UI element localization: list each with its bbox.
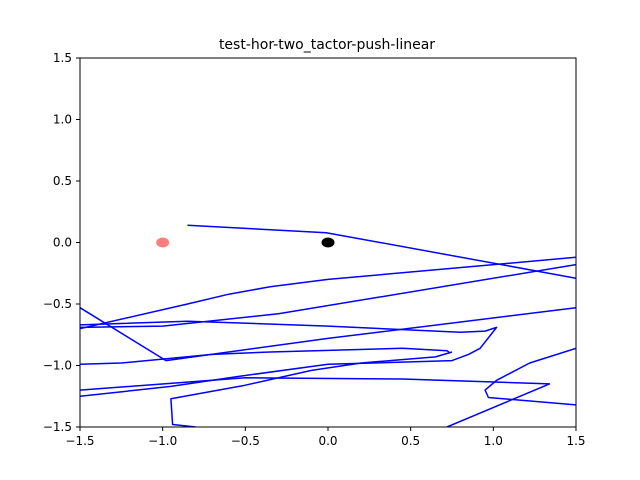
trajectory-line-segment-6 xyxy=(80,377,551,427)
trajectory-line-segment-1 xyxy=(80,256,576,330)
trajectory-line-segment-2 xyxy=(80,263,576,329)
x-tick-label: 1.5 xyxy=(566,434,585,448)
trajectory-line-segment-8 xyxy=(170,351,453,427)
y-tick-label: 0.5 xyxy=(53,174,72,188)
x-tick-label: 0.5 xyxy=(401,434,420,448)
y-tick-label: −1.5 xyxy=(43,420,72,434)
target-point-marker xyxy=(156,237,170,248)
x-tick-label: −1.0 xyxy=(148,434,177,448)
trajectory-line-segment-5 xyxy=(80,347,451,366)
y-tick-label: 1.0 xyxy=(53,113,72,127)
y-tick-label: −1.0 xyxy=(43,359,72,373)
trajectory-line-segment-3 xyxy=(80,306,576,362)
y-tick-label: 0.0 xyxy=(53,236,72,250)
x-tick-label: −0.5 xyxy=(231,434,260,448)
x-axis: −1.5 −1.0 −0.5 0.0 0.5 1.0 1.5 xyxy=(65,427,586,448)
chart-title: test-hor-two_tactor-push-linear xyxy=(219,37,435,53)
y-axis: 1.5 1.0 0.5 0.0 −0.5 −1.0 −1.5 xyxy=(43,51,80,434)
trajectory-line-segment-0 xyxy=(187,224,576,279)
x-tick-label: −1.5 xyxy=(65,434,94,448)
y-tick-label: 1.5 xyxy=(53,51,72,65)
origin-point-marker xyxy=(321,237,335,248)
trajectory-line-segment-4 xyxy=(80,320,498,398)
x-tick-label: 1.0 xyxy=(484,434,503,448)
x-tick-label: 0.0 xyxy=(318,434,337,448)
trajectory-line-segment-7 xyxy=(484,347,576,406)
y-tick-label: −0.5 xyxy=(43,297,72,311)
